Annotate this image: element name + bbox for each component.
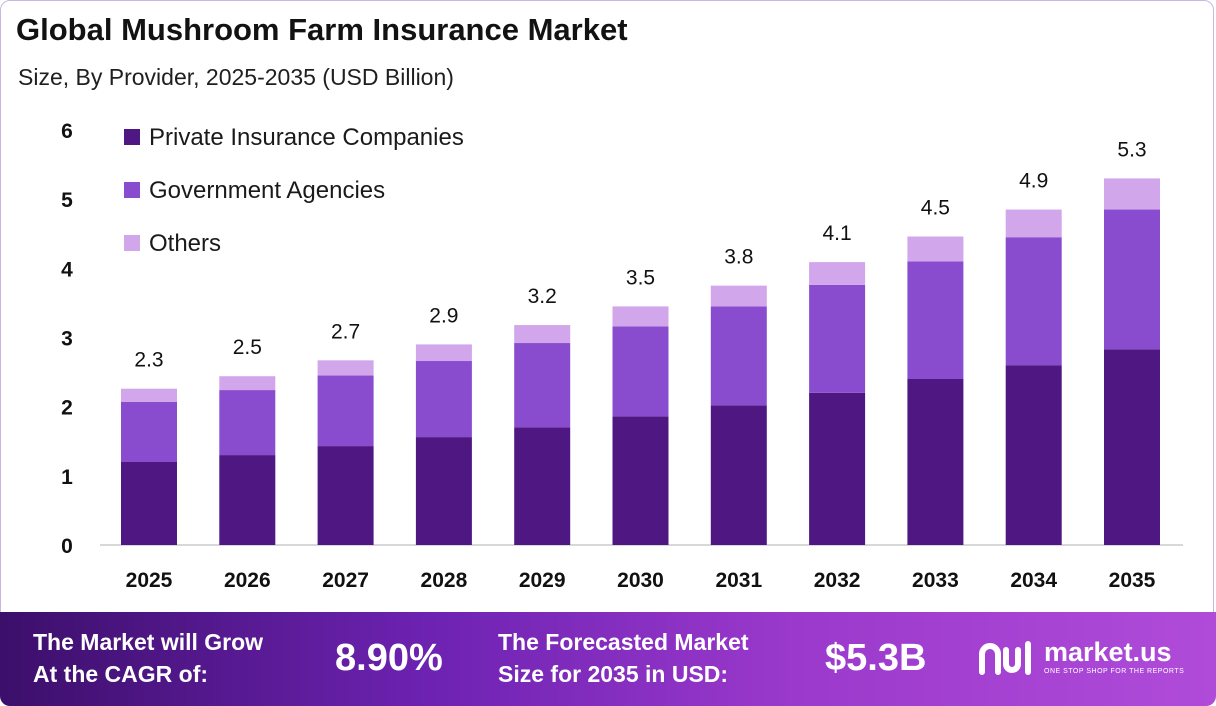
bar-segment-others (710, 285, 767, 307)
bar-segment-others (219, 376, 276, 391)
bar-total-label: 3.2 (528, 285, 557, 308)
bar-segment-government (415, 361, 472, 438)
forecast-label-line1: The Forecasted Market (498, 629, 749, 655)
forecast-value: $5.3B (825, 637, 927, 679)
bar-total-label: 5.3 (1117, 138, 1146, 161)
bar-total-label: 4.5 (921, 197, 950, 220)
y-tick-label: 0 (61, 535, 73, 558)
bar-segment-private (1005, 365, 1062, 545)
bar-segment-private (612, 416, 669, 545)
bar-segment-others (1005, 209, 1062, 238)
x-tick-label: 2030 (617, 569, 664, 592)
legend-label-government: Government Agencies (149, 177, 385, 204)
bar-total-label: 3.5 (626, 266, 655, 289)
bar-total-label: 4.1 (822, 222, 851, 245)
x-tick-label: 2032 (814, 569, 861, 592)
x-tick-label: 2027 (322, 569, 369, 592)
chart-plot: 0 1 2 3 4 5 6 2.3 2025 2.5 2026 2.7 2027 2.9 2028 3.2 20… (61, 120, 1183, 592)
cagr-label-line1: The Market will Grow (33, 629, 264, 655)
bar-segment-government (907, 261, 964, 379)
bar-total-label: 2.5 (233, 336, 262, 359)
bar-total-label: 2.9 (429, 304, 458, 327)
x-tick-label: 2026 (224, 569, 271, 592)
bar-segment-government (219, 390, 276, 456)
bar-segment-government (612, 326, 669, 417)
bar-segment-private (1104, 349, 1160, 545)
x-tick-label: 2031 (715, 569, 762, 592)
bar-total-label: 2.7 (331, 320, 360, 343)
bar-segment-others (415, 344, 472, 362)
bar-total-label: 3.8 (724, 246, 753, 269)
brand-tagline: ONE STOP SHOP FOR THE REPORTS (1044, 668, 1185, 675)
bar-segment-others (121, 388, 177, 402)
bar-segment-others (514, 325, 571, 344)
bar-total-label: 4.9 (1019, 170, 1048, 193)
legend-label-private: Private Insurance Companies (149, 124, 464, 151)
bar-segment-private (514, 427, 571, 545)
chart-title: Global Mushroom Farm Insurance Market (16, 12, 628, 47)
bar-segment-government (710, 306, 767, 406)
x-tick-label: 2033 (912, 569, 959, 592)
bar-segment-government (514, 343, 571, 428)
bar-segment-others (1104, 178, 1160, 210)
legend-swatch-private (124, 129, 140, 145)
bar-segment-private (907, 379, 964, 545)
bar-segment-private (809, 392, 866, 545)
bar-segment-others (612, 306, 669, 327)
bar-segment-others (809, 262, 866, 285)
legend-swatch-government (124, 182, 140, 198)
bar-segment-government (1005, 237, 1062, 366)
market-us-logo-icon (979, 641, 1031, 675)
y-tick-label: 4 (61, 258, 73, 281)
bar-segment-government (1104, 209, 1160, 350)
y-tick-label: 5 (61, 189, 73, 212)
brand-name: market.us (1044, 637, 1172, 667)
footer-banner: The Market will Grow At the CAGR of: 8.9… (0, 612, 1216, 706)
bar-segment-private (415, 437, 472, 545)
legend-swatch-others (124, 235, 140, 251)
cagr-label-line2: At the CAGR of: (33, 661, 209, 687)
forecast-label-line2: Size for 2035 in USD: (498, 661, 729, 687)
y-tick-label: 6 (61, 120, 73, 143)
x-tick-label: 2025 (126, 569, 173, 592)
x-tick-label: 2035 (1109, 569, 1156, 592)
bar-segment-government (317, 375, 374, 447)
bar-segment-private (710, 405, 767, 545)
cagr-value: 8.90% (335, 637, 443, 679)
bar-segment-private (219, 455, 276, 545)
x-tick-label: 2034 (1010, 569, 1057, 592)
y-tick-label: 2 (61, 397, 73, 420)
bar-segment-others (907, 236, 964, 262)
x-tick-label: 2028 (421, 569, 468, 592)
legend-label-others: Others (149, 230, 221, 257)
y-tick-label: 1 (61, 466, 73, 489)
bar-segment-government (809, 284, 866, 393)
x-tick-label: 2029 (519, 569, 566, 592)
bar-segment-private (317, 446, 374, 545)
bar-total-label: 2.3 (134, 349, 163, 372)
chart-subtitle: Size, By Provider, 2025-2035 (USD Billio… (18, 64, 454, 90)
bar-segment-private (121, 462, 177, 545)
y-tick-label: 3 (61, 328, 73, 351)
bar-segment-government (121, 401, 177, 462)
bar-segment-others (317, 360, 374, 376)
